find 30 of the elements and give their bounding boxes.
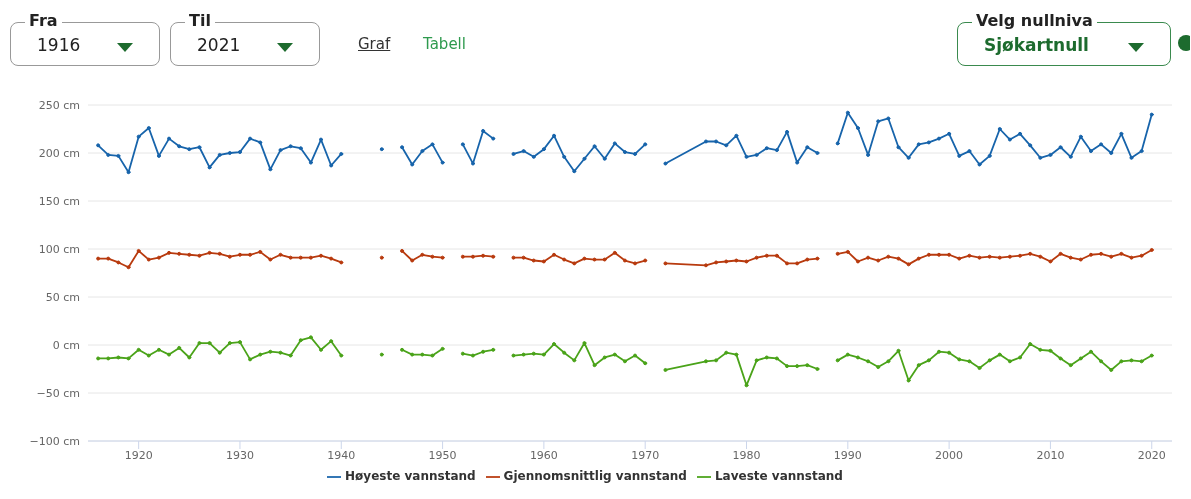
y-tick-label: 0 cm bbox=[52, 338, 80, 352]
y-tick-label: 250 cm bbox=[38, 98, 80, 112]
text: 1916 bbox=[37, 35, 81, 55]
x-tick-label: 1950 bbox=[428, 448, 457, 462]
y-tick-label: −50 cm bbox=[36, 386, 80, 400]
x-tick-label: 1920 bbox=[124, 448, 153, 462]
x-tick-label: 2020 bbox=[1137, 448, 1166, 462]
text: Til bbox=[185, 11, 215, 30]
text: Tabell bbox=[423, 35, 466, 53]
x-tick-label: 1970 bbox=[631, 448, 660, 462]
text: Fra bbox=[25, 11, 62, 30]
y-tick-label: 150 cm bbox=[38, 194, 80, 208]
text: Graf bbox=[358, 35, 391, 53]
y-tick-label: 50 cm bbox=[45, 290, 80, 304]
legend-label: Høyeste vannstand bbox=[345, 469, 476, 483]
text: Sjøkartnull bbox=[984, 35, 1089, 55]
x-tick-label: 1960 bbox=[529, 448, 558, 462]
legend-label: Gjennomsnittlig vannstand bbox=[503, 469, 687, 483]
y-tick-label: −100 cm bbox=[29, 434, 80, 448]
x-tick-label: 1940 bbox=[327, 448, 356, 462]
text: Velg nullniva bbox=[972, 11, 1097, 30]
y-tick-label: 200 cm bbox=[38, 146, 80, 160]
x-tick-label: 2010 bbox=[1036, 448, 1065, 462]
x-tick-label: 1930 bbox=[225, 448, 254, 462]
x-tick-label: 1990 bbox=[833, 448, 862, 462]
text: 2021 bbox=[197, 35, 241, 55]
legend-label: Laveste vannstand bbox=[714, 469, 843, 483]
x-tick-label: 1980 bbox=[732, 448, 761, 462]
x-tick-label: 2000 bbox=[935, 448, 964, 462]
y-tick-label: 100 cm bbox=[38, 242, 80, 256]
